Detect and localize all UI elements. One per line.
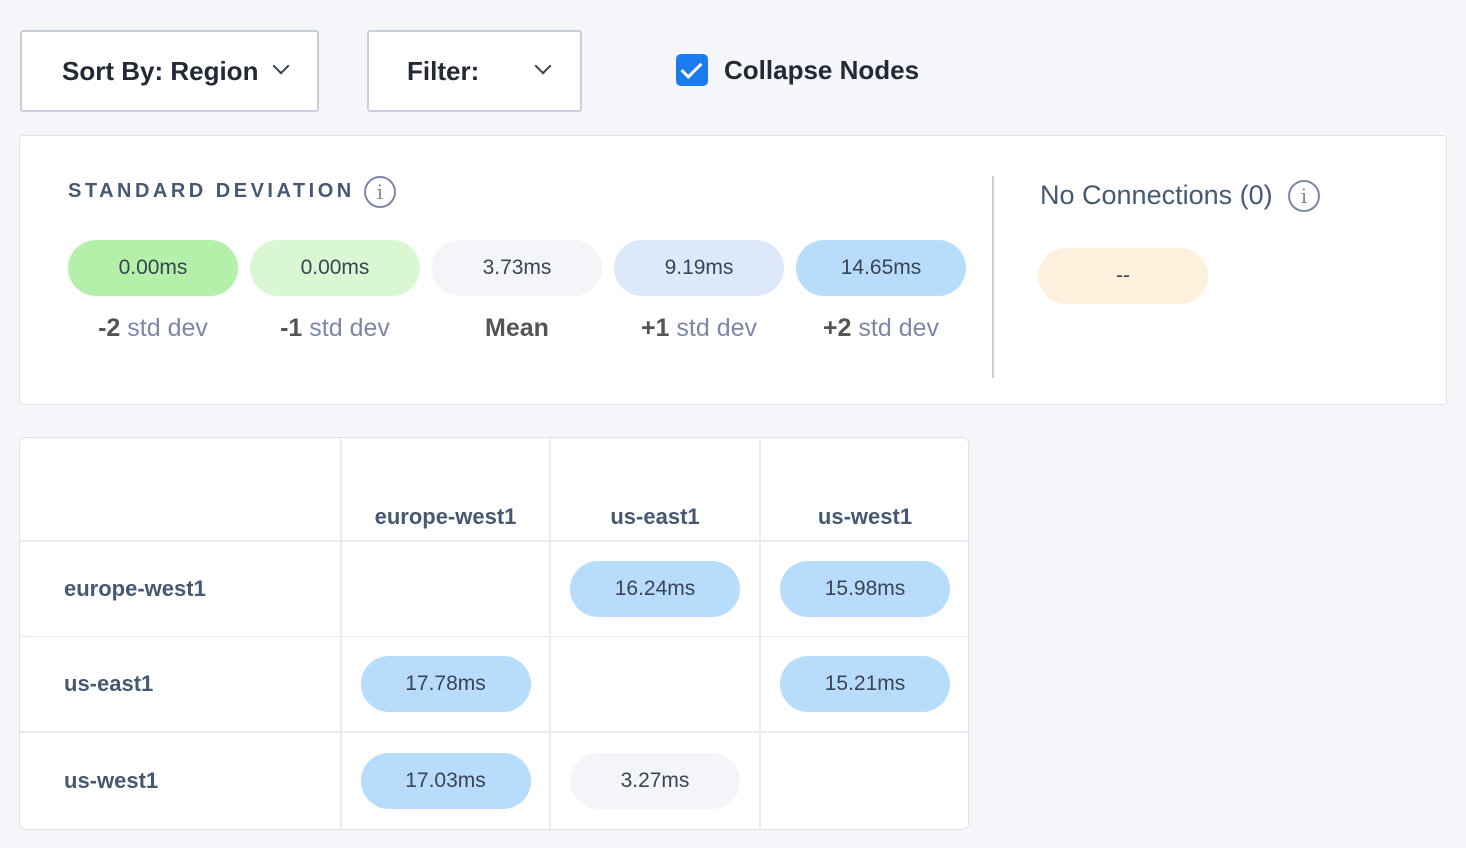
column-header: us-east1 xyxy=(551,438,759,540)
legend-label: +2 std dev xyxy=(796,314,966,343)
legend-label: -2 std dev xyxy=(68,314,238,343)
legend-label-suffix: std dev xyxy=(858,314,940,342)
filter-label: Filter: xyxy=(407,55,480,86)
info-icon[interactable]: i xyxy=(364,176,396,208)
matrix-cell: 15.98ms xyxy=(761,542,968,636)
collapse-nodes-checkbox[interactable] xyxy=(676,54,708,86)
no-connections-pill: -- xyxy=(1038,248,1208,304)
legend-label: -1 std dev xyxy=(250,314,420,343)
chevron-down-icon xyxy=(534,57,552,75)
legend-pill: 3.73ms xyxy=(432,240,602,296)
row-header: us-east1 xyxy=(20,637,340,731)
legend-label-suffix: std dev xyxy=(127,314,208,342)
matrix-cell: 16.24ms xyxy=(551,542,759,636)
legend-label: +1 std dev xyxy=(614,314,784,343)
legend-pill: 0.00ms xyxy=(68,240,238,296)
column-header: europe-west1 xyxy=(342,438,549,540)
matrix-cell: 17.03ms xyxy=(342,733,549,829)
legend-label-suffix: std dev xyxy=(676,314,758,342)
legend-panel: STANDARD DEVIATION i 0.00ms -2 std dev 0.0… xyxy=(19,135,1447,405)
corner-cell xyxy=(20,438,340,540)
latency-pill[interactable]: 16.24ms xyxy=(570,561,740,617)
filter-dropdown[interactable]: Filter: xyxy=(367,30,582,112)
matrix-cell xyxy=(761,733,968,829)
legend-label-prefix: -1 xyxy=(280,314,303,342)
matrix-cell: 15.21ms xyxy=(761,637,968,731)
row-header: europe-west1 xyxy=(20,542,340,636)
latency-pill[interactable]: 15.21ms xyxy=(780,656,950,712)
chevron-down-icon xyxy=(272,57,290,75)
column-header: us-west1 xyxy=(761,438,968,540)
std-dev-title: STANDARD DEVIATION xyxy=(68,180,355,202)
legend-label: Mean xyxy=(432,314,602,343)
matrix-cell xyxy=(342,542,549,636)
latency-pill[interactable]: 17.78ms xyxy=(360,656,531,712)
legend-label-prefix: Mean xyxy=(485,314,549,342)
legend-label-suffix: std dev xyxy=(309,314,390,342)
matrix-cell: 17.78ms xyxy=(342,637,549,731)
sort-by-label: Sort By: Region xyxy=(62,55,259,86)
latency-matrix: europe-west1 us-east1 us-west1 europe-west1… xyxy=(19,437,969,830)
info-icon[interactable]: i xyxy=(1288,180,1320,212)
row-header: us-west1 xyxy=(20,733,340,829)
divider xyxy=(992,176,994,378)
legend-label-prefix: -2 xyxy=(98,314,121,342)
legend-label-prefix: +2 xyxy=(822,314,852,342)
latency-pill[interactable]: 3.27ms xyxy=(570,753,740,809)
legend-label-prefix: +1 xyxy=(640,314,670,342)
latency-pill[interactable]: 17.03ms xyxy=(360,753,531,809)
matrix-cell: 3.27ms xyxy=(551,733,759,829)
legend-pill: 9.19ms xyxy=(614,240,784,296)
legend-pill: 14.65ms xyxy=(796,240,966,296)
legend-pill: 0.00ms xyxy=(250,240,420,296)
latency-pill[interactable]: 15.98ms xyxy=(780,561,950,617)
no-connections-label: No Connections (0) xyxy=(1040,180,1273,210)
collapse-nodes-label[interactable]: Collapse Nodes xyxy=(724,55,920,85)
sort-by-dropdown[interactable]: Sort By: Region xyxy=(20,30,319,112)
matrix-cell xyxy=(551,637,759,731)
